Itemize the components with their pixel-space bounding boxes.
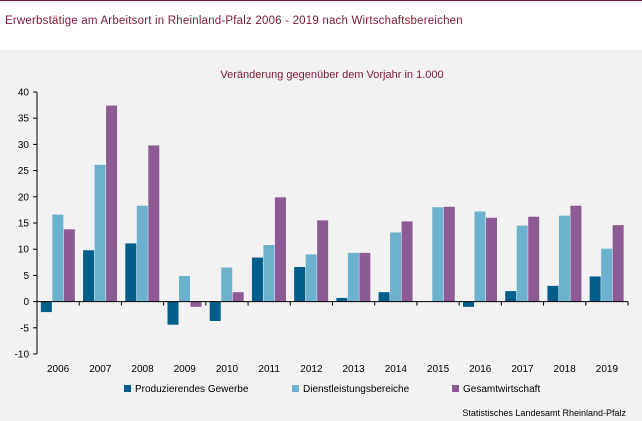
bar-dienstleistungsbereiche-2018 (558, 215, 570, 302)
header-bar: Erwerbstätige am Arbeitsort in Rheinland… (0, 0, 642, 51)
x-tick-label: 2008 (131, 364, 154, 375)
bar-dienstleistungsbereiche-2008 (136, 205, 148, 302)
y-tick-label: -10 (15, 350, 30, 361)
bar-gesamtwirtschaft-2006 (63, 229, 75, 302)
x-tick-label: 2016 (469, 364, 492, 375)
bar-produzierendes-gewerbe-2013 (336, 297, 348, 302)
y-tick-label: 10 (18, 245, 30, 256)
legend: Produzierendes Gewerbe Dienstleistungsber… (124, 384, 540, 395)
x-tick-label: 2015 (427, 364, 450, 375)
bar-dienstleistungsbereiche-2016 (474, 211, 486, 302)
bar-produzierendes-gewerbe-2019 (589, 276, 601, 302)
bar-produzierendes-gewerbe-2010 (209, 301, 221, 321)
y-tick-label: 15 (18, 219, 30, 230)
bar-gesamtwirtschaft-2011 (274, 197, 286, 302)
bar-dienstleistungsbereiche-2011 (263, 245, 275, 302)
bar-gesamtwirtschaft-2007 (106, 105, 118, 302)
x-tick-label: 2007 (89, 364, 112, 375)
x-tick-label: 2006 (47, 364, 70, 375)
bar-gesamtwirtschaft-2010 (232, 292, 244, 302)
y-tick-label: 5 (23, 271, 29, 282)
bar-dienstleistungsbereiche-2014 (390, 232, 402, 302)
x-tick-label: 2014 (385, 364, 408, 375)
y-tick-label: -5 (20, 323, 29, 334)
bar-gesamtwirtschaft-2019 (612, 225, 624, 302)
legend-label: Dienstleistungsbereiche (303, 384, 410, 395)
bar-gesamtwirtschaft-2009 (190, 301, 202, 307)
chart-main-title: Erwerbstätige am Arbeitsort in Rheinland… (5, 15, 463, 27)
legend-swatch (292, 385, 299, 392)
x-tick-label: 2018 (554, 364, 577, 375)
bar-dienstleistungsbereiche-2012 (305, 254, 317, 302)
bar-produzierendes-gewerbe-2009 (167, 301, 179, 325)
bar-produzierendes-gewerbe-2012 (294, 267, 306, 302)
bar-produzierendes-gewerbe-2006 (40, 301, 52, 313)
y-tick-label: 25 (18, 166, 30, 177)
y-tick-label: 0 (23, 297, 29, 308)
x-tick-label: 2009 (174, 364, 197, 375)
y-tick-label: 35 (18, 114, 30, 125)
y-tick-label: 30 (18, 140, 30, 151)
bar-gesamtwirtschaft-2013 (359, 252, 371, 302)
axes-group: -10 -5 0 5 10 15 20 25 30 35 40 2006 2007 2008 2009 201… (15, 88, 629, 375)
chart-subtitle: Veränderung gegenüber dem Vorjahr in 1.0… (220, 69, 443, 81)
x-tick-label: 2012 (300, 364, 323, 375)
x-tick-label: 2019 (596, 364, 619, 375)
legend-swatch (452, 385, 459, 392)
bar-dienstleistungsbereiche-2019 (601, 248, 613, 302)
bar-gesamtwirtschaft-2018 (570, 205, 582, 302)
x-tick-label: 2011 (258, 364, 280, 375)
x-tick-label: 2017 (511, 364, 534, 375)
bar-produzierendes-gewerbe-2008 (125, 243, 137, 302)
bar-dienstleistungsbereiche-2006 (52, 214, 64, 302)
bar-dienstleistungsbereiche-2017 (516, 225, 528, 302)
bar-gesamtwirtschaft-2014 (401, 221, 413, 302)
legend-label: Gesamtwirtschaft (463, 384, 540, 395)
bar-produzierendes-gewerbe-2007 (83, 250, 95, 302)
bar-gesamtwirtschaft-2016 (486, 217, 497, 302)
bar-produzierendes-gewerbe-2014 (378, 292, 390, 302)
bar-dienstleistungsbereiche-2015 (432, 207, 444, 302)
bar-gesamtwirtschaft-2017 (528, 216, 540, 302)
x-tick-label: 2010 (216, 364, 239, 375)
legend-label: Produzierendes Gewerbe (135, 384, 249, 395)
bar-dienstleistungsbereiche-2013 (347, 252, 359, 302)
bars-group (40, 105, 624, 325)
bar-gesamtwirtschaft-2008 (148, 145, 160, 302)
bar-dienstleistungsbereiche-2007 (94, 164, 106, 302)
bar-produzierendes-gewerbe-2017 (505, 291, 517, 302)
y-tick-label: 40 (18, 88, 30, 99)
bar-produzierendes-gewerbe-2016 (463, 301, 474, 307)
legend-swatch (124, 385, 131, 392)
bar-produzierendes-gewerbe-2018 (547, 285, 559, 302)
bar-gesamtwirtschaft-2012 (317, 220, 329, 302)
bar-dienstleistungsbereiche-2010 (221, 267, 233, 302)
bar-dienstleistungsbereiche-2009 (179, 275, 190, 302)
y-tick-label: 20 (18, 192, 30, 203)
source-note: Statistisches Landesamt Rheinland-Pfalz (462, 408, 626, 418)
bar-gesamtwirtschaft-2015 (443, 206, 455, 302)
x-tick-label: 2013 (342, 364, 365, 375)
bar-produzierendes-gewerbe-2011 (251, 257, 263, 302)
